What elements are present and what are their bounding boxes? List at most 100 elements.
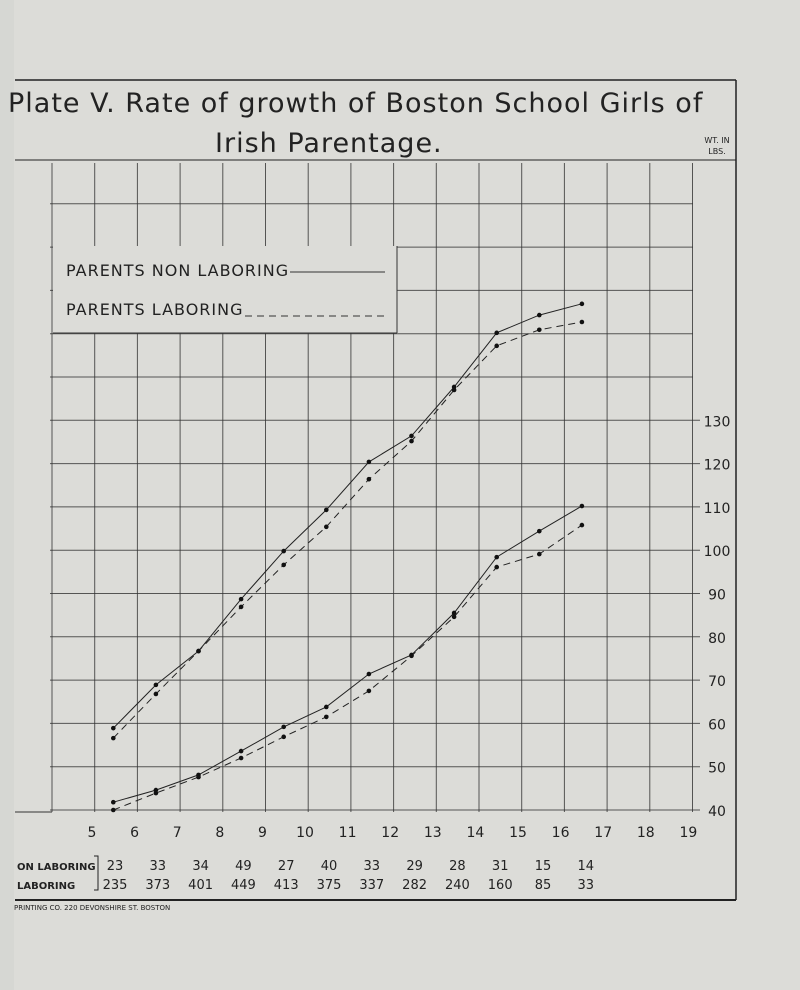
x-tick-label: 11 [339,825,357,841]
plate-frame [15,79,737,901]
count-cell: 401 [188,878,213,893]
series-group [111,301,585,813]
count-cell: 33 [150,859,167,874]
count-cell: 375 [317,878,342,893]
data-point [579,319,585,325]
count-cell: 23 [107,859,124,874]
data-point [579,503,585,509]
count-cell: 240 [445,878,470,893]
x-tick-label: 9 [258,825,267,841]
series-line [112,303,583,729]
data-point [366,688,372,694]
data-point [111,807,116,813]
data-point [238,755,244,761]
paper [14,0,800,990]
count-cell: 27 [278,859,295,874]
data-point [238,596,244,602]
chart-title-line2: Irish Parentage. [215,128,443,159]
y-tick-label: 110 [704,501,731,517]
data-point [537,327,542,333]
data-point [409,433,414,439]
data-point [281,548,287,554]
count-cell: 449 [231,878,256,893]
count-cell: 40 [321,859,338,874]
data-point [579,522,585,528]
data-point [537,312,542,318]
x-tick-label: 10 [296,825,314,841]
y-tick-label: 80 [708,631,726,647]
data-point [324,704,329,710]
y-axis-label-line2: LBS. [708,147,725,156]
count-cell: 235 [103,878,128,893]
data-point [324,507,329,513]
count-cell: 29 [406,859,423,874]
series-1 [111,319,585,741]
legend-label-laboring: Parents laboring [66,300,244,319]
count-cell: 33 [364,859,381,874]
y-tick-label: 60 [708,717,726,733]
data-point [238,604,244,610]
data-point [366,671,372,677]
data-point [238,748,244,754]
data-point [494,330,500,336]
x-tick-label: 17 [594,825,612,841]
x-tick-label: 19 [679,825,697,841]
data-point [537,551,542,557]
data-point [579,301,585,307]
data-point [366,459,372,465]
series-line [113,524,583,811]
data-point [451,387,457,393]
x-tick-label: 16 [552,825,570,841]
count-cell: 31 [492,859,509,874]
x-tick-label: 7 [173,825,182,841]
x-tick-label: 13 [424,825,442,841]
data-point [366,476,372,482]
x-tick-label: 5 [88,825,97,841]
counts-table: ON LABORING LABORING 23 33 34 49 27 40 33 29 28 3… [17,855,595,893]
x-tick-label: 12 [381,825,399,841]
y-tick-label: 40 [708,804,726,820]
data-point [324,524,329,530]
count-cell: 373 [145,878,170,893]
y-tick-label: 70 [708,674,726,690]
count-cell: 33 [578,878,595,893]
data-point [111,799,116,805]
data-point [494,554,500,560]
data-point [111,735,116,741]
data-point [153,790,159,796]
count-cell: 85 [535,878,552,893]
printer-footer: PRINTING CO. 220 DEVONSHIRE ST. BOSTON [14,904,170,912]
data-point [153,691,159,697]
count-cell: 34 [192,859,209,874]
legend: Parents non laboring Parents laboring [53,246,398,334]
y-axis-label-line1: WT. IN [704,136,729,145]
y-tick-label: 90 [708,588,726,604]
count-cell: 15 [535,859,552,874]
x-tick-label: 18 [637,825,655,841]
data-point [494,343,500,349]
x-tick-labels: 5 6 7 8 9 10 11 12 13 14 15 16 17 18 19 [88,825,698,841]
count-cell: 413 [274,878,299,893]
x-tick-label: 6 [130,825,139,841]
series-line [113,505,583,803]
count-cell: 49 [235,859,252,874]
data-point [451,614,457,620]
count-cell: 282 [402,878,427,893]
data-point [537,528,542,534]
data-point [494,564,500,570]
x-tick-label: 8 [215,825,224,841]
count-cell: 337 [359,878,384,893]
row-label-laboring: LABORING [17,881,75,892]
legend-label-non-laboring: Parents non laboring [66,261,289,280]
data-point [409,653,414,659]
count-cell: 14 [578,859,595,874]
chart-title-line1: Plate V. Rate of growth of Boston School… [8,88,704,119]
x-tick-label: 15 [509,825,527,841]
data-point [324,714,329,720]
y-tick-label: 130 [704,414,731,430]
count-cell: 28 [449,859,466,874]
data-point [153,682,159,688]
data-point [281,734,287,740]
count-cell: 160 [488,878,513,893]
